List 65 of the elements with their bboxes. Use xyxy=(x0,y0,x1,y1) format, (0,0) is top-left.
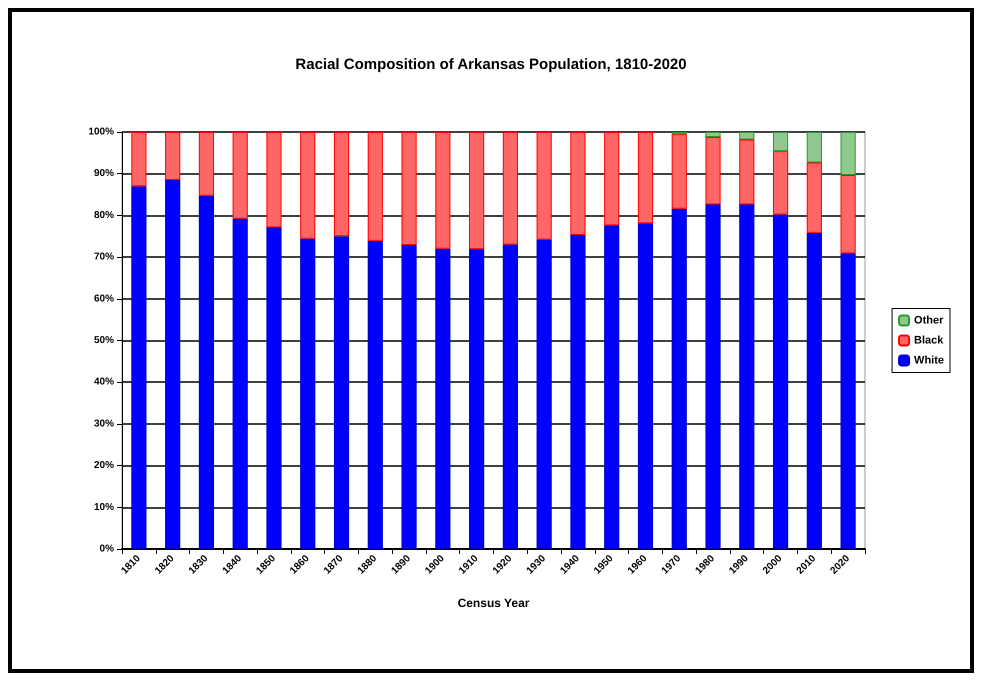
bar xyxy=(198,196,214,549)
bar xyxy=(570,132,586,235)
y-tick-label: 90% xyxy=(94,168,114,180)
bar xyxy=(638,132,654,224)
bar xyxy=(469,249,484,549)
bar xyxy=(806,232,822,549)
bar xyxy=(502,244,518,549)
bar xyxy=(772,214,788,549)
bar xyxy=(840,253,856,549)
bar xyxy=(570,235,586,549)
y-tick-label: 40% xyxy=(94,376,114,388)
bar xyxy=(131,186,146,549)
bar xyxy=(401,245,417,549)
bar xyxy=(536,132,552,240)
bar xyxy=(232,132,248,219)
bar xyxy=(198,132,214,196)
bar xyxy=(705,204,721,549)
bar xyxy=(739,140,754,205)
y-tick-label: 60% xyxy=(94,293,114,304)
bar xyxy=(638,223,654,549)
bar xyxy=(840,132,856,175)
y-tick-label: 10% xyxy=(94,502,114,513)
bar xyxy=(672,134,687,209)
bar xyxy=(368,132,383,241)
bar xyxy=(401,132,417,246)
bar xyxy=(705,137,721,205)
legend-label: Black xyxy=(914,334,944,346)
bar xyxy=(604,225,620,549)
x-axis-title: Census Year xyxy=(458,596,530,610)
bar xyxy=(300,132,316,239)
bar xyxy=(502,132,518,245)
bar xyxy=(672,208,687,549)
y-tick-label: 30% xyxy=(94,418,114,430)
bar xyxy=(772,151,788,215)
bar xyxy=(772,132,788,152)
bar xyxy=(739,204,754,549)
y-tick-label: 80% xyxy=(94,210,114,221)
bar xyxy=(334,236,350,549)
y-tick-label: 70% xyxy=(94,252,114,263)
bar xyxy=(604,132,620,226)
legend-label: White xyxy=(914,354,944,366)
bar xyxy=(536,240,552,549)
y-tick-label: 50% xyxy=(94,335,114,346)
bar xyxy=(806,162,822,233)
legend-label: Other xyxy=(914,314,944,326)
bar xyxy=(300,238,316,549)
bar xyxy=(266,227,282,549)
bar xyxy=(165,180,180,549)
bar xyxy=(806,132,822,162)
bar xyxy=(266,132,282,228)
y-tick-label: 100% xyxy=(88,126,114,138)
bar xyxy=(165,132,180,180)
bar xyxy=(840,174,856,254)
bar xyxy=(435,132,450,249)
bar xyxy=(469,132,484,250)
bar xyxy=(334,132,350,236)
bar xyxy=(368,240,383,549)
bar xyxy=(435,248,450,549)
bar xyxy=(705,132,721,138)
bar xyxy=(232,218,248,549)
chart-title: Racial Composition of Arkansas Population, 1810-2020 xyxy=(295,56,687,73)
y-tick-label: 0% xyxy=(100,544,114,554)
y-tick-label: 20% xyxy=(94,460,114,472)
bar xyxy=(131,132,146,186)
bar xyxy=(739,132,754,140)
